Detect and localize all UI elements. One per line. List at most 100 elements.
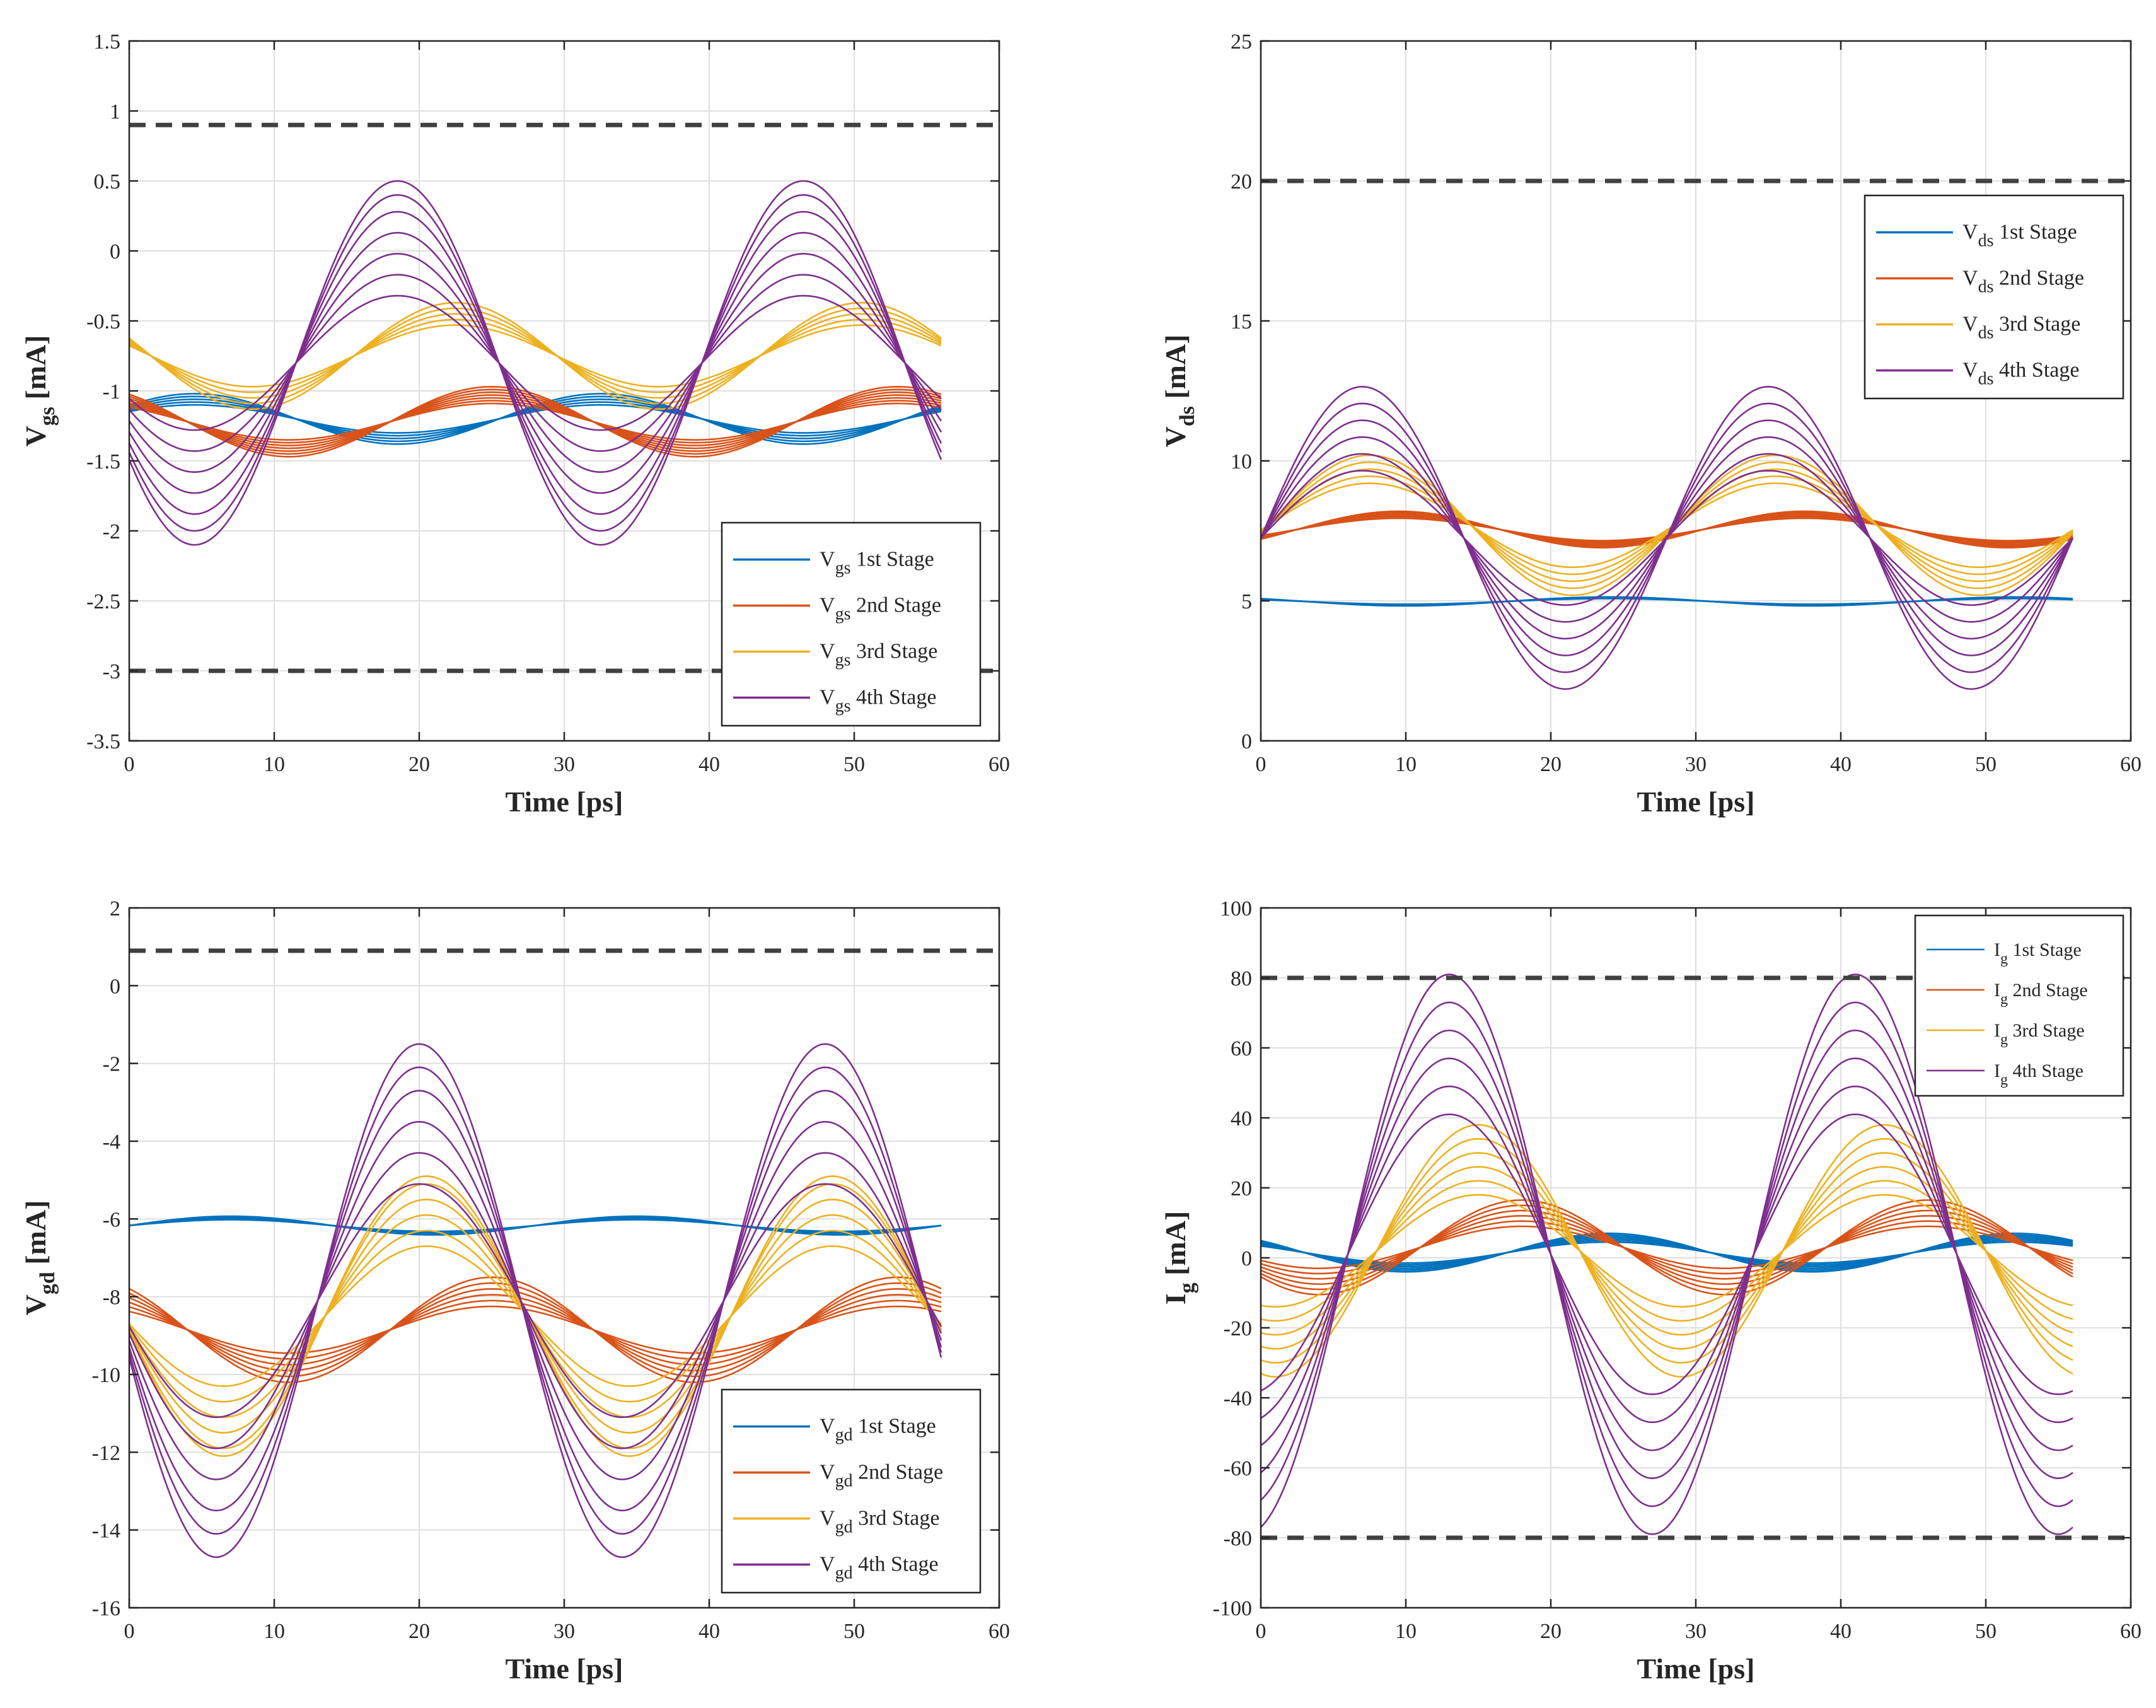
vgd-legend-label-1: Vgd 1st Stage: [820, 1415, 936, 1445]
vgd-series-4-line-5: [128, 1066, 942, 1535]
vgs-legend-label-2: Vgs 2nd Stage: [820, 594, 941, 624]
vgd-y-tick-label: -16: [92, 1597, 120, 1620]
vgs-series-3: [129, 301, 942, 410]
ig-x-tick-label: 40: [1830, 1620, 1852, 1643]
vds-y-tick-label: 10: [1231, 450, 1252, 473]
vgd-x-tick-label: 20: [409, 1620, 430, 1643]
vgs-legend-box: [721, 521, 982, 727]
vds-x-axis-title: Time [ps]: [1637, 786, 1755, 818]
vds-legend-label-1: Vds 1st Stage: [1962, 221, 2077, 251]
vgs-legend: Vgs 1st Stage Vgs 2nd Stage Vgs 3rd Stage V…: [721, 521, 982, 727]
vgd-series-4-line-3: [128, 1120, 942, 1480]
vgd-y-tick-label: -6: [103, 1208, 120, 1231]
vgs-y-tick-label: -1: [103, 380, 120, 404]
vgs-series-4-line-1: [129, 294, 942, 431]
vgs-series-4-line-3: [128, 253, 942, 473]
vgs-x-tick-label: 40: [698, 753, 720, 776]
ig-x-tick-label: 0: [1256, 1620, 1266, 1643]
vgs-x-tick-label: 30: [553, 753, 575, 776]
vgd-y-tick-label: 2: [110, 897, 120, 921]
vds-y-tick-label: 0: [1241, 730, 1252, 753]
vgs-y-tick-label: -3.5: [86, 730, 120, 753]
vds-legend-label-3: Vds 3rd Stage: [1962, 313, 2080, 343]
ig-x-axis-title: Time [ps]: [1637, 1653, 1755, 1685]
vds-x-tick-label: 50: [1975, 753, 1997, 776]
ig-series-2-line-3: [1260, 1215, 2073, 1280]
vgs-series-4-line-6: [128, 194, 942, 532]
ig-legend-label-1: Ig 1st Stage: [1994, 939, 2082, 967]
ig-y-axis-title: Ig [mA]: [1159, 1211, 1199, 1305]
vgd-y-tick-label: -2: [103, 1053, 120, 1076]
ig-y-tick-label: 20: [1231, 1177, 1252, 1200]
vgs-series-4-line-4: [128, 231, 942, 494]
ig-series-4-line-2: [1260, 1085, 2073, 1424]
vgd-x-tick-label: 50: [843, 1620, 865, 1643]
vgd-x-tick-label: 40: [698, 1620, 720, 1643]
ig-series-2-line-1: [1260, 1225, 2073, 1269]
vgd-legend-box: [721, 1388, 982, 1594]
vgs-x-tick-label: 0: [124, 753, 135, 776]
vgd-legend: Vgd 1st Stage Vgd 2nd Stage Vgd 3rd Stage V…: [721, 1388, 982, 1594]
ig-y-tick-label: 0: [1241, 1247, 1252, 1270]
vgd-y-tick-label: -8: [103, 1286, 120, 1310]
vds-x-tick-label: 60: [2120, 753, 2142, 776]
vgd-y-tick-label: 0: [110, 975, 120, 998]
ig-y-tick-label: -80: [1224, 1527, 1252, 1550]
ig-series-2-line-6: [1260, 1199, 2073, 1296]
vds-x-tick-label: 10: [1395, 753, 1417, 776]
vgd-x-tick-label: 10: [264, 1620, 285, 1643]
vgs-y-tick-label: 0.5: [94, 170, 121, 194]
vgs-y-tick-label: -0.5: [86, 310, 120, 334]
ig-x-tick-label: 30: [1685, 1620, 1707, 1643]
ig-legend: Ig 1st Stage Ig 2nd Stage Ig 3rd Stage Ig 4…: [1914, 914, 2124, 1097]
ig-series-4-line-3: [1260, 1057, 2073, 1451]
vgd-x-tick-label: 30: [553, 1620, 575, 1643]
vgs-x-tick-label: 10: [264, 753, 285, 776]
vgs-x-axis-title: Time [ps]: [506, 786, 623, 818]
vds-series-3-line-5: [1260, 454, 2073, 596]
ig-y-tick-label: 100: [1220, 897, 1252, 921]
vgs-series-3-line-2: [129, 318, 942, 393]
ig-legend-label-3: Ig 3rd Stage: [1994, 1020, 2085, 1048]
vgs-series-1-line-1: [129, 404, 942, 434]
ig-series-3-line-6: [1260, 1124, 2073, 1378]
vds-legend-label-4: Vds 4th Stage: [1962, 359, 2079, 389]
ig-legend-label-2: Ig 2nd Stage: [1994, 980, 2088, 1008]
vgs-series-3-line-1: [129, 324, 942, 388]
vgd-series-1-line-4: [129, 1215, 942, 1236]
vgs-y-tick-label: -2: [103, 520, 120, 543]
vds-y-tick-label: 5: [1241, 590, 1252, 613]
vgd-series-4-line-1: [128, 1183, 942, 1419]
ig-y-tick-label: -20: [1224, 1317, 1252, 1340]
vgd-y-tick-label: -14: [92, 1519, 120, 1543]
vgd-series-4: [128, 1043, 942, 1559]
ig-y-tick-label: -60: [1224, 1457, 1252, 1480]
vgs-legend-label-1: Vgs 1st Stage: [820, 548, 934, 578]
vds-y-tick-label: 15: [1231, 310, 1252, 334]
vgs-x-tick-label: 20: [409, 753, 430, 776]
ig-y-tick-label: -40: [1224, 1387, 1252, 1410]
ig-y-tick-label: -100: [1213, 1597, 1252, 1620]
vds-y-tick-label: 25: [1231, 30, 1252, 54]
vgs-series-4-line-2: [129, 274, 942, 452]
vgd-y-axis-title: Vgd [mA]: [20, 1200, 59, 1316]
ig-series-2-line-2: [1260, 1220, 2073, 1275]
vgs-legend-label-3: Vgs 3rd Stage: [820, 640, 937, 670]
vds-x-tick-label: 30: [1685, 753, 1707, 776]
vgd-series-1: [129, 1215, 942, 1236]
vgs-series-1-line-3: [129, 398, 942, 439]
vgd-x-tick-label: 60: [988, 1620, 1010, 1643]
vds-series-1: [1260, 596, 2073, 607]
vgs-y-tick-label: -1.5: [86, 450, 120, 473]
vgd-legend-label-4: Vgd 4th Stage: [820, 1553, 939, 1583]
vgd-series-4-line-2: [128, 1152, 942, 1449]
vgs-series-3-line-4: [129, 307, 942, 405]
ig-series-4-line-5: [1260, 1001, 2073, 1508]
vds-x-tick-label: 40: [1830, 753, 1852, 776]
ig-x-tick-label: 10: [1395, 1620, 1417, 1643]
vds-series-4: [1260, 386, 2074, 690]
vds-legend-label-2: Vds 2nd Stage: [1962, 267, 2084, 297]
vgs-y-axis-title: Vgs [mA]: [20, 335, 59, 446]
